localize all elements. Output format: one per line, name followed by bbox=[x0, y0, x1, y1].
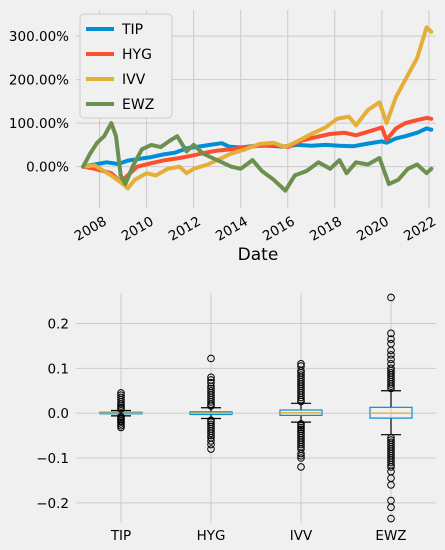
line-x-tick-label: 2016 bbox=[260, 214, 298, 245]
line-y-ticks: 0.00% 100.00% 200.00% 300.00% bbox=[9, 29, 69, 176]
box-x-tick-label: IVV bbox=[290, 528, 313, 544]
outlier-point bbox=[297, 451, 305, 460]
outlier-point bbox=[207, 437, 215, 445]
outlier-point bbox=[387, 514, 395, 523]
box-x-tick-label: EWZ bbox=[375, 528, 406, 544]
box-tip bbox=[99, 389, 143, 432]
legend-label-tip: TIP bbox=[121, 22, 143, 38]
outlier-point bbox=[117, 398, 125, 406]
series-line-ewz bbox=[81, 121, 434, 193]
line-x-tick-label: 2022 bbox=[401, 214, 439, 245]
outlier-point bbox=[207, 373, 215, 382]
outlier-point bbox=[387, 503, 395, 512]
outlier-point bbox=[207, 354, 215, 363]
line-x-tick-label: 2012 bbox=[166, 214, 204, 245]
box-ivv bbox=[279, 360, 323, 471]
outlier-point bbox=[387, 355, 395, 364]
legend-label-ewz: EWZ bbox=[122, 97, 154, 113]
box-hyg bbox=[189, 354, 233, 453]
outlier-point bbox=[117, 423, 125, 432]
line-x-ticks: 2008 2010 2012 2014 2016 2018 2020 2022 bbox=[72, 214, 439, 245]
line-x-tick-label: 2020 bbox=[354, 214, 392, 245]
outlier-point bbox=[297, 463, 305, 471]
outlier-point bbox=[297, 397, 305, 406]
line-x-tick-label: 2014 bbox=[213, 214, 251, 245]
line-y-tick-label: 0.00% bbox=[26, 160, 69, 176]
outlier-point bbox=[387, 382, 395, 391]
line-x-tick-label: 2018 bbox=[307, 214, 345, 245]
box-y-tick-label: −0.1 bbox=[36, 451, 69, 467]
outlier-point bbox=[387, 346, 395, 355]
line-legend: TIP HYG IVV EWZ bbox=[79, 13, 173, 119]
outlier-point bbox=[387, 481, 395, 489]
outlier-point bbox=[207, 431, 215, 440]
line-y-tick-label: 100.00% bbox=[9, 116, 69, 132]
box-y-tick-label: 0.2 bbox=[48, 316, 69, 332]
outlier-point bbox=[387, 329, 395, 338]
outlier-point bbox=[207, 440, 215, 449]
outlier-point bbox=[387, 351, 395, 359]
line-x-tick-label: 2010 bbox=[119, 214, 157, 245]
outlier-point bbox=[297, 454, 305, 462]
outlier-point bbox=[297, 393, 305, 402]
outlier-point bbox=[387, 293, 395, 302]
outlier-point bbox=[387, 384, 395, 393]
outlier-point bbox=[207, 445, 215, 453]
legend-label-hyg: HYG bbox=[122, 47, 152, 63]
legend-label-ivv: IVV bbox=[122, 72, 146, 88]
box-x-ticks: TIP HYG IVV EWZ bbox=[110, 528, 407, 544]
line-y-tick-label: 300.00% bbox=[9, 29, 69, 45]
outlier-point bbox=[207, 378, 215, 387]
box-plot-area bbox=[76, 293, 436, 523]
line-x-axis-label: Date bbox=[238, 245, 279, 265]
outlier-point bbox=[207, 402, 215, 410]
line-y-tick-label: 200.00% bbox=[9, 73, 69, 89]
outlier-point bbox=[297, 449, 305, 458]
box-x-tick-label: TIP bbox=[110, 528, 131, 544]
outlier-point bbox=[117, 405, 125, 413]
box-y-ticks: −0.2 −0.1 0.0 0.1 0.2 bbox=[36, 316, 69, 511]
line-chart: 0.00%100.00%200.00%300.00% 2008 2010 2012 2… bbox=[9, 10, 439, 265]
box-y-tick-label: 0.0 bbox=[48, 406, 69, 422]
box-series-group bbox=[99, 293, 413, 523]
box-chart: −0.2 −0.1 0.0 0.1 0.2 TIP HYG IVV EWZ bbox=[36, 293, 436, 544]
outlier-point bbox=[297, 440, 305, 449]
outlier-point bbox=[207, 398, 215, 406]
outlier-point bbox=[387, 335, 395, 343]
line-series-group bbox=[81, 25, 434, 193]
box-x-tick-label: HYG bbox=[197, 528, 226, 544]
outlier-point bbox=[207, 429, 215, 438]
outlier-point bbox=[387, 458, 395, 467]
box-y-tick-label: 0.1 bbox=[48, 361, 69, 377]
legend-box bbox=[79, 13, 173, 119]
line-x-tick-label: 2008 bbox=[72, 214, 110, 245]
box-ewz bbox=[369, 293, 413, 523]
box-y-tick-label: −0.2 bbox=[36, 496, 69, 512]
outlier-point bbox=[387, 380, 395, 388]
outlier-point bbox=[387, 463, 395, 471]
series-line-ivv bbox=[81, 25, 434, 191]
